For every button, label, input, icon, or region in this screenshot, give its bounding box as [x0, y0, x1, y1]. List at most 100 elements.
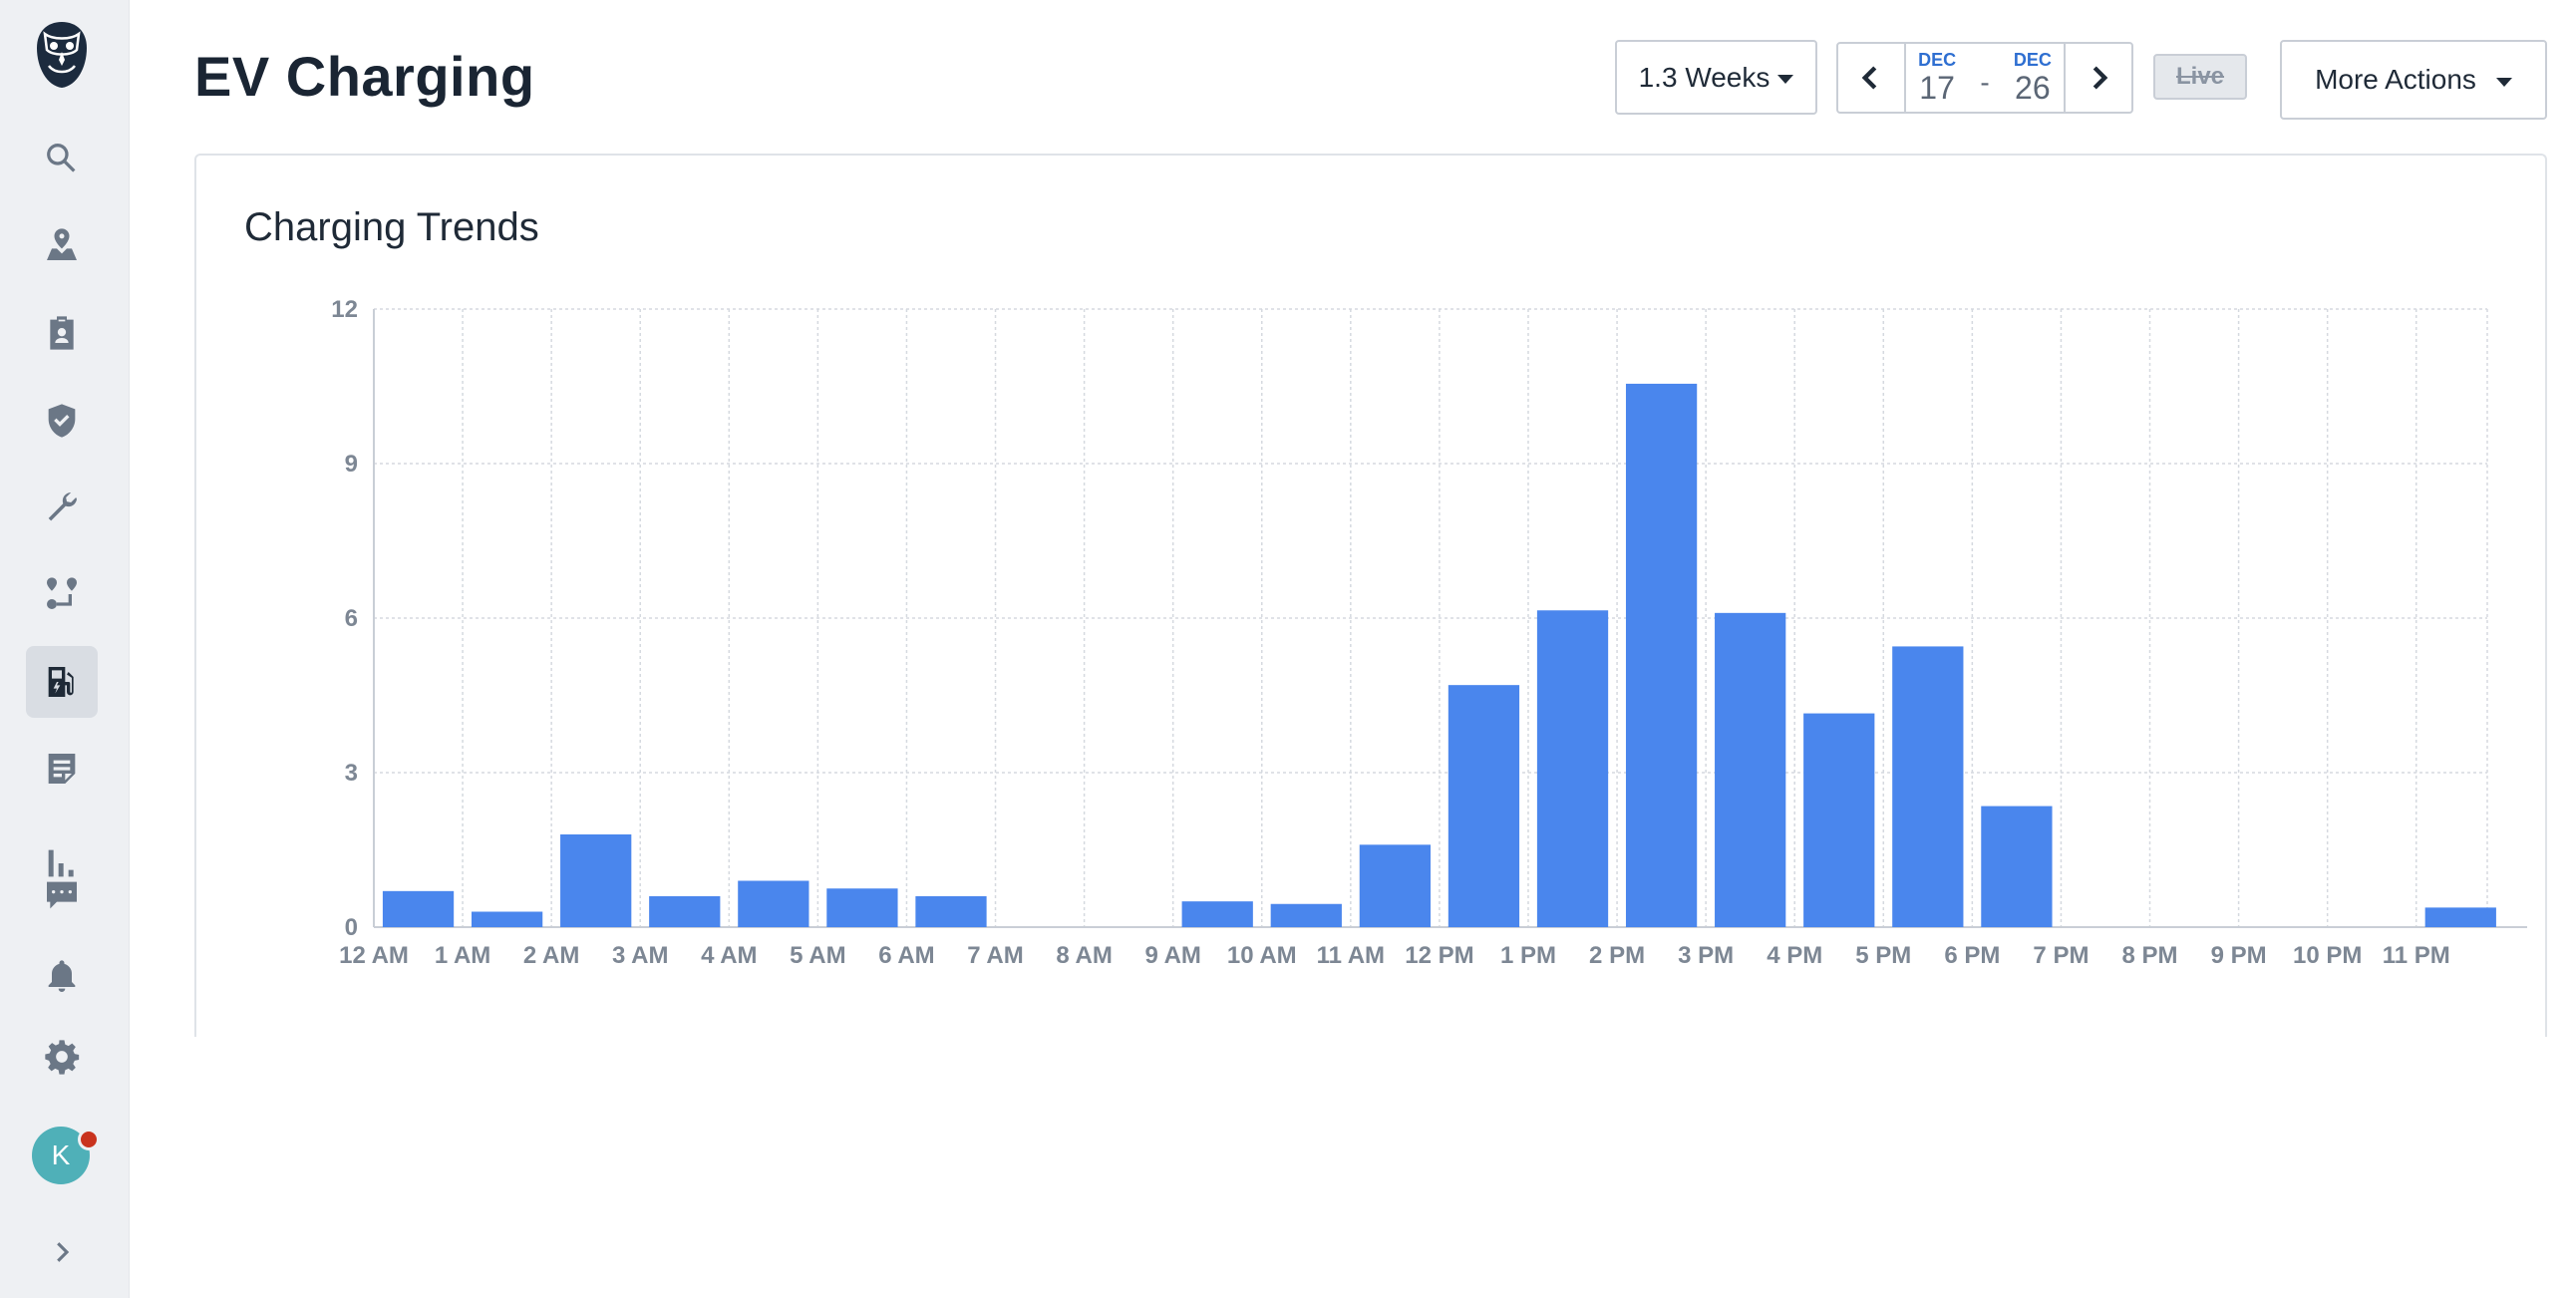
- chat-icon: [47, 881, 77, 909]
- bar-5-am: [826, 888, 898, 927]
- sidebar-item-map[interactable]: [26, 209, 98, 281]
- x-tick-label: 11 AM: [1317, 942, 1385, 969]
- x-tick-label: 7 AM: [967, 942, 1023, 969]
- x-tick-label: 12 PM: [1405, 942, 1473, 969]
- bar-2-pm: [1625, 383, 1698, 928]
- x-tick-label: 11 PM: [2383, 942, 2450, 969]
- x-tick-label: 6 PM: [1944, 942, 2000, 969]
- bar-3-am: [649, 896, 721, 927]
- bar-10-am: [1270, 903, 1342, 927]
- bar-9-am: [1181, 901, 1253, 927]
- end-date[interactable]: DEC 26: [2014, 50, 2052, 106]
- x-tick-label: 12 AM: [339, 942, 409, 969]
- y-tick-label: 3: [345, 760, 358, 787]
- sidebar-item-reports[interactable]: [26, 733, 98, 805]
- sidebar-item-drivers[interactable]: [26, 297, 98, 369]
- y-tick-label: 0: [345, 914, 358, 941]
- live-button[interactable]: Live: [2153, 54, 2247, 100]
- start-date[interactable]: DEC 17: [1918, 50, 1956, 106]
- shield-check-icon: [48, 404, 76, 438]
- bar-11-pm: [2424, 907, 2496, 927]
- chevron-right-icon: [57, 1242, 70, 1262]
- bar-4-am: [738, 880, 809, 927]
- charging-trends-chart: 0 3 6 9 12 12 AM 1 AM 2 AM 3 AM 4 AM 5 AM 6 AM 7 AM 8…: [331, 296, 2527, 969]
- date-separator: -: [1980, 67, 1990, 98]
- time-range-label: 1.3 Weeks: [1638, 61, 1771, 93]
- bell-icon: [48, 960, 76, 992]
- sidebar-item-analytics[interactable]: [26, 827, 98, 899]
- bar-11-am: [1359, 844, 1431, 927]
- bar-6-pm: [1981, 806, 2053, 927]
- bar-5-pm: [1892, 646, 1964, 927]
- bar-12-pm: [1448, 685, 1520, 927]
- x-tick-label: 8 AM: [1056, 942, 1112, 969]
- date-range-display: DEC 17 - DEC 26: [1904, 44, 2066, 112]
- bar-3-pm: [1715, 612, 1786, 927]
- bar-chart-icon: [48, 849, 74, 877]
- sidebar-expand-button[interactable]: [26, 1216, 98, 1288]
- gear-icon: [45, 1040, 80, 1075]
- route-icon: [47, 577, 77, 609]
- owl-logo-icon[interactable]: [33, 20, 91, 90]
- bar-2-am: [560, 834, 632, 927]
- x-tick-label: 8 PM: [2122, 942, 2178, 969]
- sidebar-item-routes[interactable]: [26, 558, 98, 630]
- x-tick-label: 10 PM: [2293, 942, 2362, 969]
- x-tick-label: 1 AM: [435, 942, 490, 969]
- bar-1-pm: [1536, 610, 1609, 927]
- x-tick-label: 5 AM: [790, 942, 845, 969]
- bar-12-am: [382, 890, 455, 927]
- sidebar: K: [0, 0, 130, 1298]
- next-period-button[interactable]: [2066, 44, 2131, 112]
- y-tick-label: 9: [345, 451, 358, 478]
- report-icon: [48, 754, 76, 784]
- page-title: EV Charging: [194, 45, 535, 108]
- clipboard-user-icon: [50, 316, 74, 350]
- x-tick-label: 3 PM: [1678, 942, 1734, 969]
- x-tick-label: 10 AM: [1227, 942, 1297, 969]
- wrench-icon: [48, 492, 77, 521]
- chevron-right-icon: [2093, 66, 2108, 90]
- start-date-month: DEC: [1918, 50, 1957, 70]
- previous-period-button[interactable]: [1838, 44, 1904, 112]
- x-tick-label: 3 AM: [612, 942, 668, 969]
- time-range-dropdown[interactable]: 1.3 Weeks: [1615, 40, 1817, 115]
- y-tick-label: 12: [331, 296, 358, 323]
- x-tick-label: 2 AM: [523, 942, 579, 969]
- y-tick-label: 6: [345, 605, 358, 632]
- sidebar-item-maintenance[interactable]: [26, 472, 98, 543]
- sidebar-item-messages[interactable]: [26, 859, 98, 931]
- date-range-picker: DEC 17 - DEC 26: [1836, 42, 2133, 114]
- more-actions-label: More Actions: [2315, 64, 2476, 95]
- sidebar-item-search[interactable]: [26, 123, 98, 194]
- sidebar-item-settings[interactable]: [26, 1021, 98, 1093]
- x-tick-label: 5 PM: [1855, 942, 1911, 969]
- end-date-month: DEC: [2013, 50, 2052, 70]
- x-tick-label: 4 PM: [1767, 942, 1822, 969]
- bar-4-pm: [1803, 713, 1875, 927]
- caret-down-icon: [1777, 75, 1794, 84]
- sidebar-item-alerts[interactable]: [26, 941, 98, 1013]
- card-title: Charging Trends: [244, 205, 539, 249]
- chevron-left-icon: [1861, 66, 1877, 90]
- end-date-day: 26: [2015, 70, 2051, 106]
- sidebar-item-ev-charging[interactable]: [26, 646, 98, 718]
- charging-trends-card: Charging Trends: [194, 154, 2547, 1298]
- x-tick-label: 6 AM: [878, 942, 934, 969]
- ev-charger-icon: [48, 667, 74, 697]
- x-tick-label: 1 PM: [1500, 942, 1556, 969]
- card-fade: [189, 1037, 2576, 1298]
- notification-dot: [78, 1129, 100, 1150]
- search-icon: [47, 144, 76, 172]
- sidebar-item-safety[interactable]: [26, 385, 98, 457]
- x-tick-label: 4 AM: [701, 942, 757, 969]
- start-date-day: 17: [1919, 70, 1955, 106]
- more-actions-button[interactable]: More Actions: [2280, 40, 2547, 120]
- x-tick-label: 2 PM: [1589, 942, 1645, 969]
- map-pin-icon: [47, 228, 77, 260]
- x-tick-label: 7 PM: [2033, 942, 2089, 969]
- x-tick-label: 9 PM: [2211, 942, 2267, 969]
- caret-down-icon: [2495, 77, 2512, 87]
- bar-6-am: [915, 896, 987, 927]
- bar-1-am: [471, 911, 543, 927]
